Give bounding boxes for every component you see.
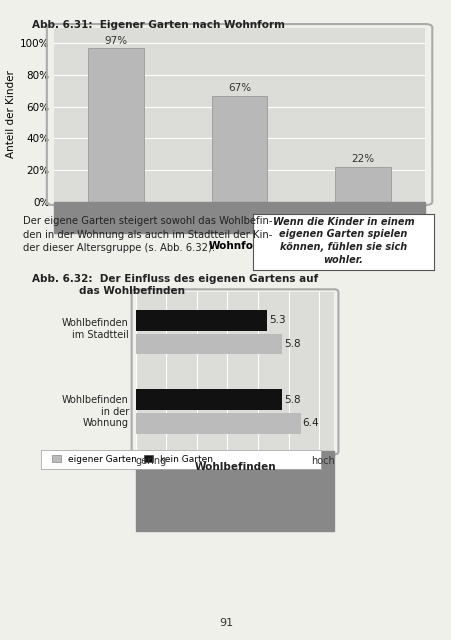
Text: Wohlbefinden
im Stadtteil: Wohlbefinden im Stadtteil [62,318,129,340]
Text: gering: gering [135,456,166,467]
Bar [135,310,267,331]
Bar [135,451,334,531]
Text: 67%: 67% [227,83,251,93]
Bar [135,389,282,410]
Text: 5.8: 5.8 [284,339,300,349]
Text: das Wohlbefinden: das Wohlbefinden [79,286,185,296]
Text: 5.3: 5.3 [268,316,285,325]
Text: 91: 91 [218,618,233,628]
Bar [88,48,143,202]
X-axis label: Wohnform: Wohnform [209,241,269,252]
Text: 97%: 97% [104,36,127,45]
Text: 5.8: 5.8 [284,395,300,404]
Bar [54,202,424,233]
Text: 22%: 22% [351,154,374,164]
Bar [135,413,300,434]
Text: Wohlbefinden
in der
Wohnung: Wohlbefinden in der Wohnung [62,395,129,428]
Legend: eigener Garten, kein Garten: eigener Garten, kein Garten [48,451,216,468]
Text: 6.4: 6.4 [302,419,318,428]
Bar [211,95,267,202]
Bar [335,167,390,202]
Text: Abb. 6.32:  Der Einfluss des eigenen Gartens auf: Abb. 6.32: Der Einfluss des eigenen Gart… [32,274,317,284]
Text: Wohlbefinden: Wohlbefinden [194,462,275,472]
Bar [135,333,282,355]
Y-axis label: Anteil der Kinder: Anteil der Kinder [6,70,16,159]
Text: Der eigene Garten steigert sowohl das Wohlbefin-
den in der Wohnung als auch im : Der eigene Garten steigert sowohl das Wo… [23,216,272,253]
Text: Abb. 6.31:  Eigener Garten nach Wohnform: Abb. 6.31: Eigener Garten nach Wohnform [32,20,284,31]
Text: Wenn die Kinder in einem
eigenen Garten spielen
können, fühlen sie sich
wohler.: Wenn die Kinder in einem eigenen Garten … [272,216,414,265]
Text: hoch: hoch [310,456,334,467]
